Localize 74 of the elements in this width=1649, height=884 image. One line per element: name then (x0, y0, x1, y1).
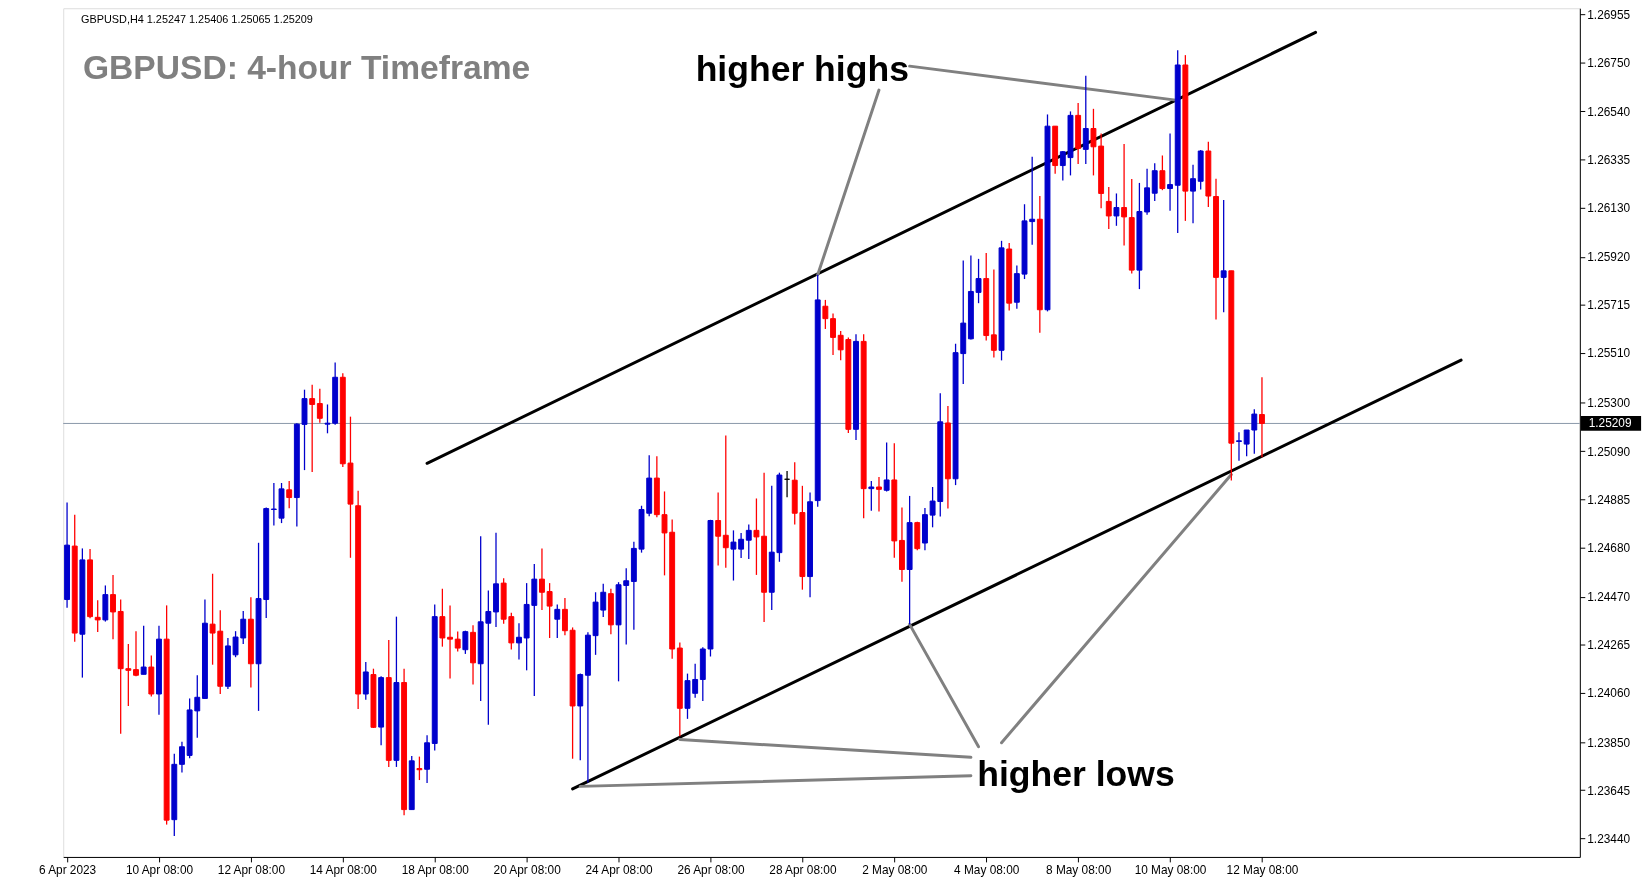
x-tick-label: 10 Apr 08:00 (125, 863, 194, 878)
candlestick (416, 755, 423, 781)
candlestick (554, 603, 561, 639)
text: GBPUSD: 4-hour Timeframe (82, 49, 531, 87)
y-tick-label: 1.25715 (1587, 298, 1631, 313)
candlestick (1159, 154, 1166, 191)
candlestick (447, 604, 453, 680)
y-tick-label: 1.24470 (1587, 590, 1631, 605)
y-tick-label: 1.25300 (1587, 395, 1631, 410)
x-tick-label: 10 May 08:00 (1134, 863, 1207, 878)
x-tick-label: 24 Apr 08:00 (585, 863, 654, 878)
x-tick-label: 8 May 08:00 (1046, 863, 1112, 878)
candlestick (1105, 186, 1112, 230)
x-tick-label: 12 May 08:00 (1226, 863, 1299, 878)
y-tick-label: 1.23645 (1587, 783, 1631, 798)
x-tick-label: 2 May 08:00 (862, 863, 928, 878)
candlestick (110, 574, 116, 640)
y-tick-label: 1.23440 (1587, 831, 1631, 846)
candlestick (868, 480, 875, 512)
x-tick-label: 18 Apr 08:00 (401, 863, 470, 878)
candlestick (715, 491, 722, 567)
candlestick (1190, 164, 1196, 224)
x-tick-label: 12 Apr 08:00 (217, 863, 286, 878)
candlestick (876, 476, 882, 513)
x-tick-label: 4 May 08:00 (954, 863, 1020, 878)
x-tick-label: 14 Apr 08:00 (309, 863, 378, 878)
candlestick (94, 599, 101, 633)
candlestick (830, 312, 836, 356)
x-tick-label: 6 Apr 2023 (38, 863, 97, 878)
y-tick-label: 1.26750 (1587, 55, 1631, 70)
candlestick (1082, 75, 1089, 165)
candlestick (1113, 192, 1120, 227)
candlestick (1151, 162, 1158, 202)
candlestick (1236, 431, 1242, 462)
candlestick (316, 388, 323, 424)
candlestick (140, 625, 147, 675)
y-tick-label: 1.24060 (1587, 686, 1631, 701)
candlestick (883, 441, 890, 493)
y-tick-label: 1.26955 (1587, 7, 1631, 22)
y-tick-label: 1.25510 (1587, 346, 1631, 361)
y-tick-label: 1.25920 (1587, 250, 1631, 265)
annotation: higher highs (695, 49, 909, 90)
candlestick (179, 741, 185, 774)
candlestick (439, 588, 446, 648)
candlestick (454, 630, 461, 653)
candlestick (990, 268, 997, 359)
candlestick (539, 547, 545, 611)
x-tick-label: 28 Apr 08:00 (769, 863, 837, 878)
candlestick (745, 523, 752, 560)
candlestick (1259, 376, 1265, 458)
candlestick (546, 582, 553, 639)
annotation: higher lows (977, 753, 1175, 794)
candlestick (1167, 132, 1173, 212)
y-tick-label: 1.24885 (1587, 492, 1631, 507)
y-tick-label: 1.26335 (1587, 152, 1631, 167)
candlestick (286, 480, 293, 509)
candlestick (133, 630, 139, 677)
y-tick-label: 1.24265 (1587, 638, 1631, 653)
y-tick-label: 1.26540 (1587, 104, 1631, 119)
y-tick-label: 1.25090 (1587, 444, 1631, 459)
ref-line-label: 1.25209 (1588, 416, 1632, 431)
candlestick (362, 661, 369, 701)
y-tick-label: 1.23850 (1587, 735, 1631, 750)
candlestick (722, 434, 729, 569)
candlestick (516, 622, 522, 661)
x-tick-label: 26 Apr 08:00 (677, 863, 745, 878)
y-tick-label: 1.24680 (1587, 540, 1631, 555)
candlestick (822, 299, 829, 330)
candlestick (309, 384, 316, 473)
x-tick-label: 20 Apr 08:00 (493, 863, 562, 878)
candlestick (1121, 143, 1128, 247)
annotation: GBPUSD,H4 1.25247 1.25406 1.25065 1.25209 (81, 13, 313, 26)
y-tick-label: 1.26130 (1587, 200, 1631, 215)
candlestick (1220, 199, 1227, 313)
